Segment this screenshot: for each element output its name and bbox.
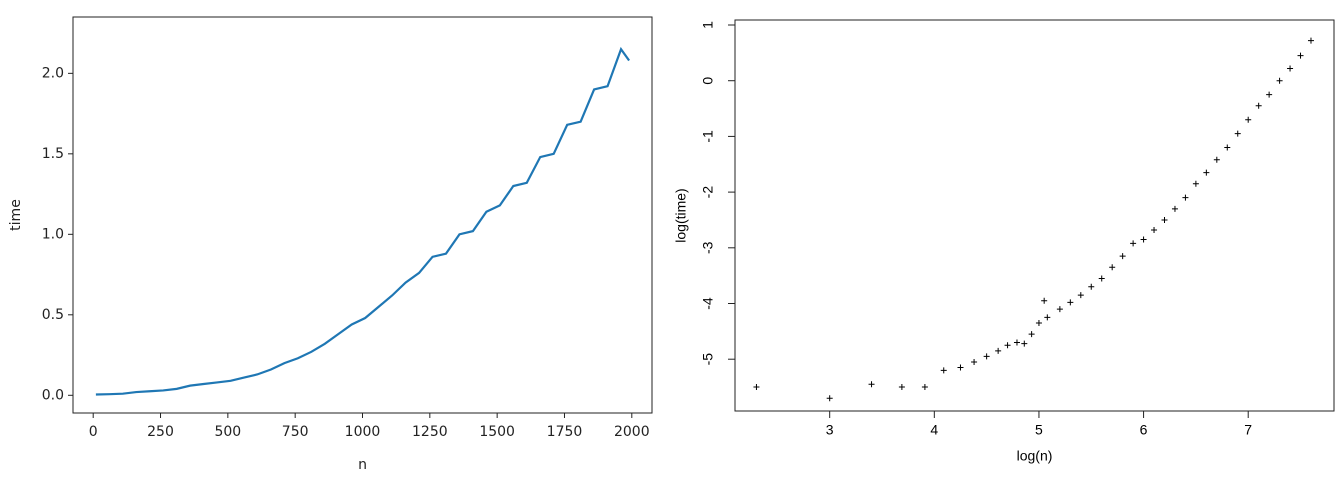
data-line [95, 46, 631, 396]
point [1088, 283, 1095, 290]
y-tick-label: 0.5 [42, 307, 64, 323]
point [753, 384, 760, 391]
point [940, 367, 947, 374]
y-tick-label: 1 [700, 21, 716, 29]
point [1224, 144, 1231, 151]
point [983, 353, 990, 360]
y-axis-label: log(time) [673, 188, 689, 242]
x-tick-label: 1500 [479, 424, 515, 440]
point [1297, 52, 1304, 59]
point [1077, 292, 1084, 299]
x-axis-label: n [358, 457, 367, 473]
plot-frame [734, 19, 1335, 412]
point [1041, 297, 1048, 304]
x-tick-label: 7 [1244, 422, 1252, 438]
point [1028, 331, 1035, 338]
point [1182, 194, 1189, 201]
y-tick-label: -4 [700, 297, 716, 310]
point [1255, 102, 1262, 109]
y-tick-label: -2 [700, 186, 716, 199]
x-tick-label: 4 [930, 422, 938, 438]
x-tick-label: 1000 [345, 424, 381, 440]
x-tick-label: 250 [147, 424, 174, 440]
point [1192, 180, 1199, 187]
x-tick-label: 500 [214, 424, 241, 440]
x-axis-label: log(n) [1017, 448, 1053, 464]
point [1140, 236, 1147, 243]
point [1067, 299, 1074, 306]
point [826, 395, 833, 402]
x-tick-label: 5 [1035, 422, 1043, 438]
point [957, 364, 964, 371]
x-tick-label: 2000 [614, 424, 650, 440]
y-tick-label: 2.0 [42, 65, 64, 81]
y-tick-label: 0 [700, 77, 716, 85]
y-tick-label: -3 [700, 241, 716, 254]
point [971, 358, 978, 365]
chart: 0 250 500 750 1000 1250 1500 1750 2000 0.0 0.5 1.0 1… [8, 16, 653, 473]
chart: 3 4 5 6 7 -5 -4 -3 -2 -1 0 1 log(n) log(time) [673, 19, 1335, 464]
y-tick-label: 0.0 [42, 387, 64, 403]
x-tick-label: 1750 [547, 424, 583, 440]
point [1004, 342, 1011, 349]
point [1056, 306, 1063, 313]
point [1119, 253, 1126, 260]
point [1245, 116, 1252, 123]
point [1307, 37, 1314, 44]
point [1021, 340, 1028, 347]
point [1044, 314, 1051, 321]
point [898, 384, 905, 391]
x-tick-label: 1250 [412, 424, 448, 440]
y-tick-label: -1 [700, 130, 716, 143]
point [1171, 205, 1178, 212]
point [1130, 240, 1137, 247]
x-tick-label: 6 [1140, 422, 1148, 438]
x-tick-label: 0 [89, 424, 98, 440]
point [1203, 169, 1210, 176]
y-tick-label: -5 [700, 353, 716, 366]
x-tick-label: 3 [826, 422, 834, 438]
point [1161, 216, 1168, 223]
y-tick-label: 1.0 [42, 226, 64, 242]
point [1109, 264, 1116, 271]
y-axis-label: time [8, 199, 24, 231]
point [995, 347, 1002, 354]
point [868, 381, 875, 388]
point [1013, 339, 1020, 346]
point [1276, 77, 1283, 84]
x-tick-label: 750 [282, 424, 309, 440]
point [921, 384, 928, 391]
point [1151, 226, 1158, 233]
point [1213, 156, 1220, 163]
point [1035, 319, 1042, 326]
point [1234, 130, 1241, 137]
point [1098, 275, 1105, 282]
plot-frame [72, 16, 653, 414]
point [1266, 91, 1273, 98]
y-tick-label: 1.5 [42, 146, 64, 162]
point [1287, 65, 1294, 72]
